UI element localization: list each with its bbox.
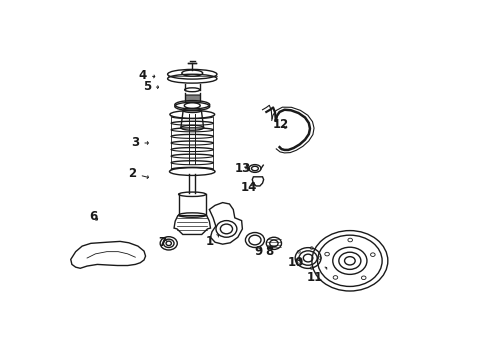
Text: 6: 6 xyxy=(89,210,98,223)
Text: 11: 11 xyxy=(307,267,327,284)
Text: 12: 12 xyxy=(272,118,289,131)
Text: 1: 1 xyxy=(205,235,219,248)
Text: 5: 5 xyxy=(143,80,159,93)
Text: 8: 8 xyxy=(265,245,273,258)
Text: 4: 4 xyxy=(139,68,155,82)
Text: 10: 10 xyxy=(288,256,304,269)
Text: 13: 13 xyxy=(235,162,251,175)
Text: 14: 14 xyxy=(241,181,257,194)
Text: 7: 7 xyxy=(158,236,166,249)
Text: 2: 2 xyxy=(128,167,148,180)
Text: 9: 9 xyxy=(255,245,263,258)
Text: 3: 3 xyxy=(131,136,148,149)
